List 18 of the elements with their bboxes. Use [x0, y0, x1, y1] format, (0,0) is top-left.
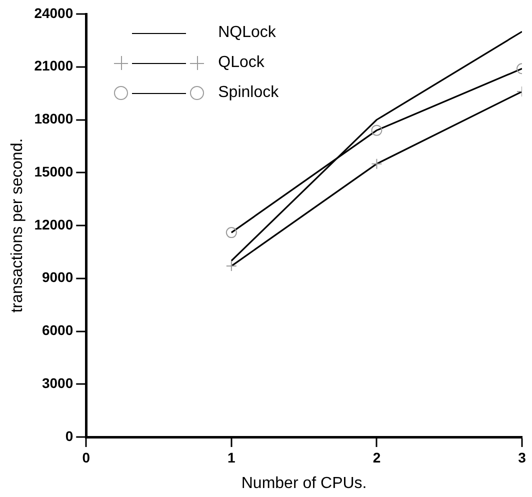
legend-label: Spinlock	[218, 84, 279, 102]
y-tick-label: 6000	[42, 322, 74, 338]
y-tick-label: 9000	[42, 269, 74, 286]
x-axis-title: Number of CPUs.	[241, 474, 367, 492]
y-tick-label: 3000	[42, 374, 74, 391]
y-tick-label: 24000	[34, 4, 74, 21]
y-tick-label: 18000	[34, 110, 74, 127]
x-tick-label: 0	[82, 449, 90, 466]
legend-label: QLock	[218, 54, 264, 72]
y-tick-label: 12000	[34, 216, 74, 232]
y-tick-label: 15000	[34, 163, 74, 180]
x-tick-label: 3	[518, 449, 526, 466]
y-axis-title: transactions per second.	[9, 138, 26, 313]
x-tick-label: 1	[228, 449, 236, 466]
legend-label: NQLock	[218, 24, 276, 42]
x-tick-label: 2	[372, 449, 381, 466]
y-tick-label: 21000	[34, 58, 74, 74]
y-tick-label: 0	[65, 428, 74, 444]
